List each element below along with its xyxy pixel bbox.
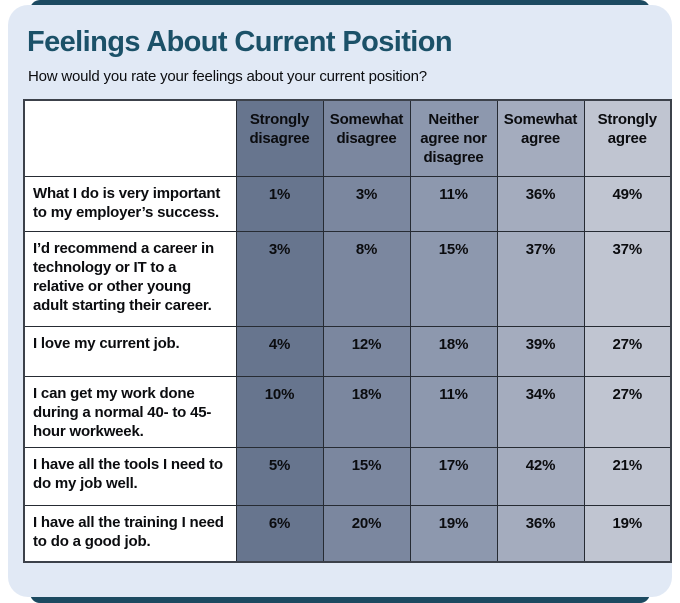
- table-header: Strongly disagree Somewhat disagree Neithe…: [23, 99, 672, 177]
- value-cell: 21%: [583, 446, 672, 506]
- value-cell: 19%: [409, 504, 498, 563]
- header-row: Strongly disagree Somewhat disagree Neithe…: [23, 99, 672, 177]
- table-row: What I do is very important to my employ…: [23, 175, 672, 232]
- value-cell: 19%: [583, 504, 672, 563]
- column-header: Neither agree nor disagree: [409, 99, 498, 177]
- value-cell: 27%: [583, 375, 672, 448]
- value-cell: 18%: [409, 325, 498, 377]
- table-row: I have all the tools I need to do my job…: [23, 446, 672, 506]
- value-cell: 49%: [583, 175, 672, 232]
- value-cell: 5%: [235, 446, 324, 506]
- page-title: Feelings About Current Position: [27, 26, 453, 58]
- value-cell: 15%: [409, 230, 498, 327]
- table-row: I have all the training I need to do a g…: [23, 504, 672, 563]
- value-cell: 27%: [583, 325, 672, 377]
- row-label: I have all the training I need to do a g…: [23, 504, 237, 563]
- value-cell: 3%: [235, 230, 324, 327]
- value-cell: 42%: [496, 446, 585, 506]
- results-table: Strongly disagree Somewhat disagree Neithe…: [23, 99, 672, 563]
- row-label: I love my current job.: [23, 325, 237, 377]
- row-label: I have all the tools I need to do my job…: [23, 446, 237, 506]
- row-label: What I do is very important to my employ…: [23, 175, 237, 232]
- corner-cell: [23, 99, 237, 177]
- value-cell: 18%: [322, 375, 411, 448]
- value-cell: 3%: [322, 175, 411, 232]
- table-row: I love my current job. 4% 12% 18% 39% 27%: [23, 325, 672, 377]
- row-label: I’d recommend a career in technology or …: [23, 230, 237, 327]
- column-header: Somewhat disagree: [322, 99, 411, 177]
- column-header: Strongly agree: [583, 99, 672, 177]
- value-cell: 37%: [496, 230, 585, 327]
- value-cell: 39%: [496, 325, 585, 377]
- value-cell: 10%: [235, 375, 324, 448]
- value-cell: 11%: [409, 175, 498, 232]
- value-cell: 37%: [583, 230, 672, 327]
- value-cell: 34%: [496, 375, 585, 448]
- row-label: I can get my work done during a normal 4…: [23, 375, 237, 448]
- column-header: Strongly disagree: [235, 99, 324, 177]
- value-cell: 15%: [322, 446, 411, 506]
- value-cell: 12%: [322, 325, 411, 377]
- value-cell: 36%: [496, 175, 585, 232]
- value-cell: 8%: [322, 230, 411, 327]
- column-header: Somewhat agree: [496, 99, 585, 177]
- table-body: What I do is very important to my employ…: [23, 175, 672, 563]
- value-cell: 11%: [409, 375, 498, 448]
- value-cell: 36%: [496, 504, 585, 563]
- report-card: Feelings About Current Position How woul…: [8, 5, 672, 597]
- value-cell: 6%: [235, 504, 324, 563]
- value-cell: 20%: [322, 504, 411, 563]
- table-row: I’d recommend a career in technology or …: [23, 230, 672, 327]
- survey-question: How would you rate your feelings about y…: [28, 68, 427, 85]
- table-row: I can get my work done during a normal 4…: [23, 375, 672, 448]
- value-cell: 4%: [235, 325, 324, 377]
- value-cell: 17%: [409, 446, 498, 506]
- value-cell: 1%: [235, 175, 324, 232]
